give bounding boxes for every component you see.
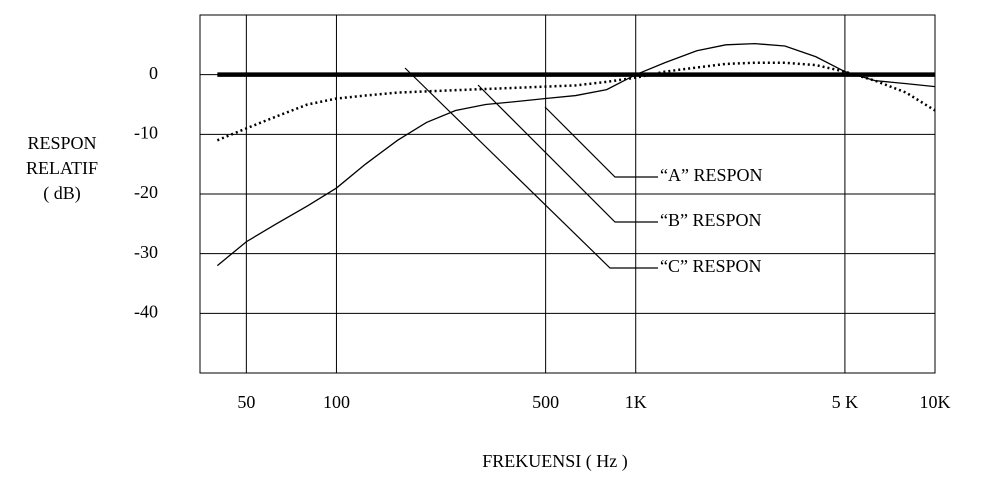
y-axis-label: RESPON bbox=[27, 133, 96, 153]
series-label: “B” RESPON bbox=[660, 210, 762, 230]
x-axis-label: FREKUENSI ( Hz ) bbox=[482, 451, 628, 472]
leader-line bbox=[405, 68, 658, 268]
page: RESPON RELATIF ( dB) FREKUENSI ( Hz ) 0 -… bbox=[0, 0, 985, 486]
series-label: “A” RESPON bbox=[660, 165, 763, 185]
x-tick-label: 50 bbox=[237, 392, 255, 412]
y-tick-label: -40 bbox=[134, 301, 158, 321]
y-axis-label: ( dB) bbox=[43, 183, 81, 204]
chart: RESPON RELATIF ( dB) FREKUENSI ( Hz ) 0 -… bbox=[0, 0, 985, 486]
series-label: “C” RESPON bbox=[660, 256, 762, 276]
leader-line bbox=[478, 85, 658, 222]
y-tick-label: 0 bbox=[149, 63, 158, 83]
x-tick-label: 5 K bbox=[832, 392, 859, 412]
x-tick-label: 500 bbox=[532, 392, 559, 412]
y-axis-label: RELATIF bbox=[26, 158, 98, 178]
x-tick-label: 100 bbox=[323, 392, 350, 412]
x-tick-label: 1K bbox=[625, 392, 647, 412]
y-tick-label: -20 bbox=[134, 182, 158, 202]
leader-line bbox=[545, 107, 658, 177]
y-tick-label: -10 bbox=[134, 122, 158, 142]
x-tick-label: 10K bbox=[920, 392, 951, 412]
y-tick-label: -30 bbox=[134, 242, 158, 262]
series-line bbox=[217, 44, 935, 266]
